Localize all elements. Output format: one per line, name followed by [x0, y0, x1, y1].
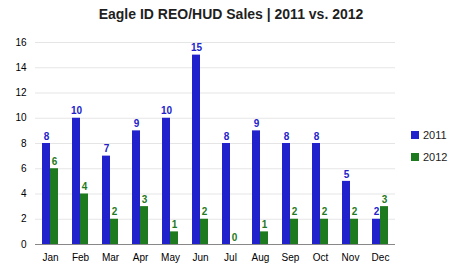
svg-text:2: 2	[352, 206, 358, 217]
svg-text:Sep: Sep	[282, 252, 300, 263]
svg-text:Jan: Jan	[42, 252, 58, 263]
svg-text:7: 7	[104, 143, 110, 154]
svg-text:6: 6	[21, 163, 27, 174]
svg-text:2: 2	[21, 213, 27, 224]
svg-text:10: 10	[161, 105, 173, 116]
html-text:2012: 2012	[423, 151, 448, 163]
svg-text:Jul: Jul	[224, 252, 237, 263]
svg-text:6: 6	[52, 156, 58, 167]
svg-text:16: 16	[15, 37, 27, 48]
svg-text:9: 9	[254, 118, 260, 129]
svg-text:4: 4	[21, 188, 27, 199]
svg-text:Dec: Dec	[372, 252, 390, 263]
svg-text:10: 10	[15, 112, 27, 123]
svg-text:8: 8	[314, 131, 320, 142]
svg-text:5: 5	[344, 169, 350, 180]
svg-text:Feb: Feb	[72, 252, 90, 263]
svg-text:8: 8	[44, 131, 50, 142]
svg-text:May: May	[161, 252, 180, 263]
svg-text:Aug: Aug	[252, 252, 270, 263]
svg-text:8: 8	[224, 131, 230, 142]
html-text:Eagle ID REO/HUD Sales | 2011: Eagle ID REO/HUD Sales | 2011 vs. 2012	[98, 6, 364, 22]
svg-text:2: 2	[202, 206, 208, 217]
svg-text:Mar: Mar	[102, 252, 120, 263]
svg-text:2: 2	[374, 206, 380, 217]
svg-text:0: 0	[232, 232, 238, 243]
svg-text:8: 8	[284, 131, 290, 142]
svg-text:4: 4	[82, 181, 88, 192]
svg-text:Nov: Nov	[342, 252, 360, 263]
svg-text:3: 3	[142, 194, 148, 205]
svg-text:15: 15	[191, 42, 203, 53]
svg-text:2: 2	[322, 206, 328, 217]
svg-text:1: 1	[262, 219, 268, 230]
svg-text:Oct: Oct	[313, 252, 329, 263]
svg-text:8: 8	[21, 138, 27, 149]
svg-text:1: 1	[172, 219, 178, 230]
svg-text:2: 2	[112, 206, 118, 217]
svg-text:Jun: Jun	[192, 252, 208, 263]
html-text:2011: 2011	[423, 129, 447, 141]
svg-text:12: 12	[15, 87, 27, 98]
svg-text:3: 3	[382, 194, 388, 205]
svg-text:10: 10	[71, 105, 83, 116]
svg-text:9: 9	[134, 118, 140, 129]
svg-text:Apr: Apr	[133, 252, 149, 263]
svg-text:14: 14	[15, 62, 27, 73]
svg-text:0: 0	[21, 239, 27, 250]
svg-text:2: 2	[292, 206, 298, 217]
